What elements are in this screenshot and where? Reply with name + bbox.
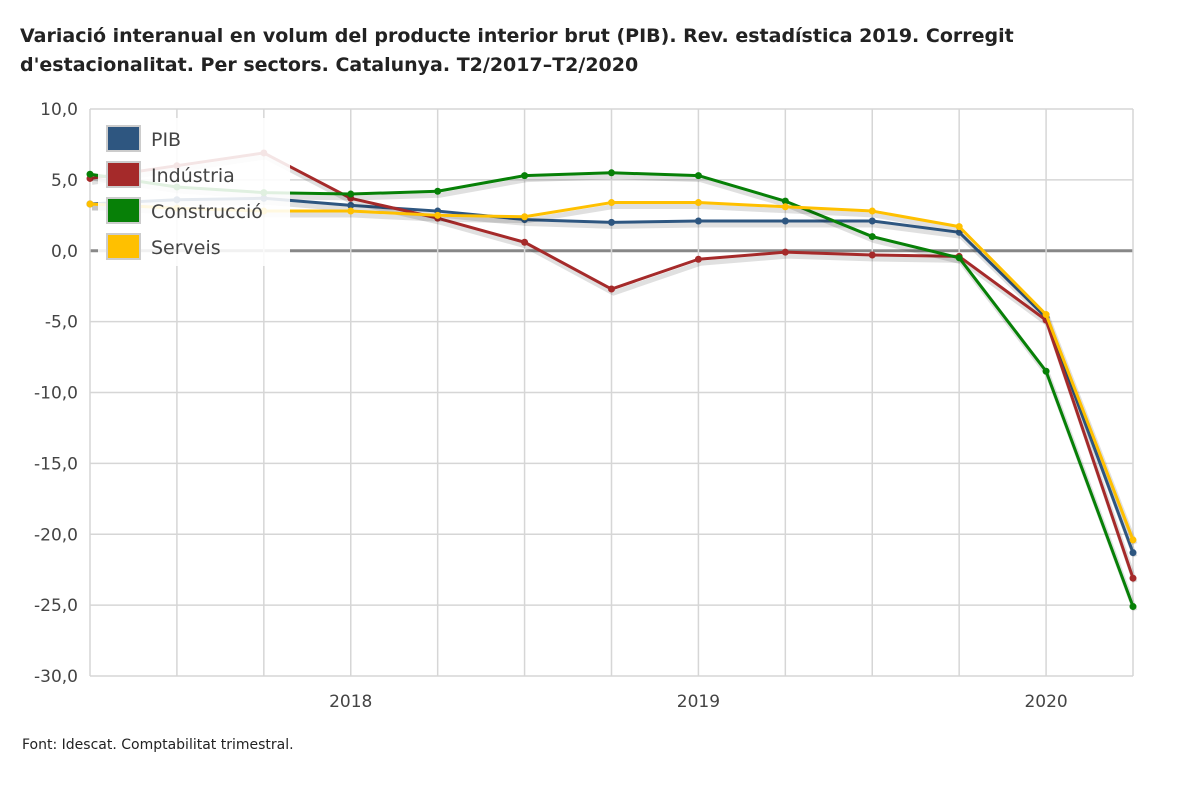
data-point <box>521 213 529 221</box>
data-point <box>1129 549 1137 557</box>
data-point <box>347 190 355 198</box>
x-tick-label: 2018 <box>329 692 372 712</box>
data-point <box>1129 574 1137 582</box>
data-point <box>781 217 789 225</box>
data-point <box>1042 311 1050 319</box>
x-tick-label: 2020 <box>1024 692 1067 712</box>
data-point <box>694 172 702 180</box>
y-tick-label: -20,0 <box>34 525 78 545</box>
data-point <box>1129 536 1137 544</box>
y-tick-label: -10,0 <box>34 384 78 404</box>
chart-title: Variació interanual en volum del product… <box>20 25 1014 76</box>
legend-swatch <box>106 233 141 260</box>
data-point <box>86 170 94 178</box>
y-tick-label: -15,0 <box>34 454 78 474</box>
y-tick-label: -30,0 <box>34 667 78 687</box>
legend-swatch <box>106 161 141 188</box>
legend-label: Construcció <box>151 201 263 223</box>
legend-label: PIB <box>151 129 181 151</box>
data-point <box>955 228 963 236</box>
data-point <box>694 255 702 263</box>
data-point <box>955 223 963 231</box>
data-point <box>868 207 876 215</box>
data-point <box>434 211 442 219</box>
legend-label: Serveis <box>151 237 221 259</box>
data-point <box>781 203 789 211</box>
data-point <box>521 172 529 180</box>
data-point <box>347 201 355 209</box>
data-point <box>86 200 94 208</box>
data-point <box>781 197 789 205</box>
data-point <box>608 169 615 177</box>
data-point <box>955 254 963 262</box>
legend-label: Indústria <box>151 165 235 187</box>
data-point <box>694 217 702 225</box>
data-point <box>347 207 355 215</box>
legend-swatch <box>106 125 141 152</box>
y-tick-label: 0,0 <box>51 242 78 262</box>
y-tick-label: -5,0 <box>45 313 78 333</box>
data-point <box>1129 603 1137 611</box>
legend: PIB Indústria Construcció Serveis <box>98 118 290 266</box>
legend-swatch <box>106 197 141 224</box>
data-point <box>868 233 876 241</box>
data-point <box>694 199 702 207</box>
data-point <box>608 285 615 293</box>
data-point <box>868 217 876 225</box>
x-tick-label: 2019 <box>677 692 720 712</box>
data-point <box>434 187 442 195</box>
y-tick-label: 5,0 <box>51 171 78 191</box>
source-note: Font: Idescat. Comptabilitat trimestral. <box>22 737 294 753</box>
data-point <box>781 248 789 256</box>
data-point <box>1042 367 1050 375</box>
data-point <box>608 199 615 207</box>
data-point <box>521 238 529 246</box>
data-point <box>608 218 615 226</box>
y-tick-label: -25,0 <box>34 596 78 616</box>
data-point <box>868 251 876 259</box>
y-tick-label: 10,0 <box>40 100 78 120</box>
